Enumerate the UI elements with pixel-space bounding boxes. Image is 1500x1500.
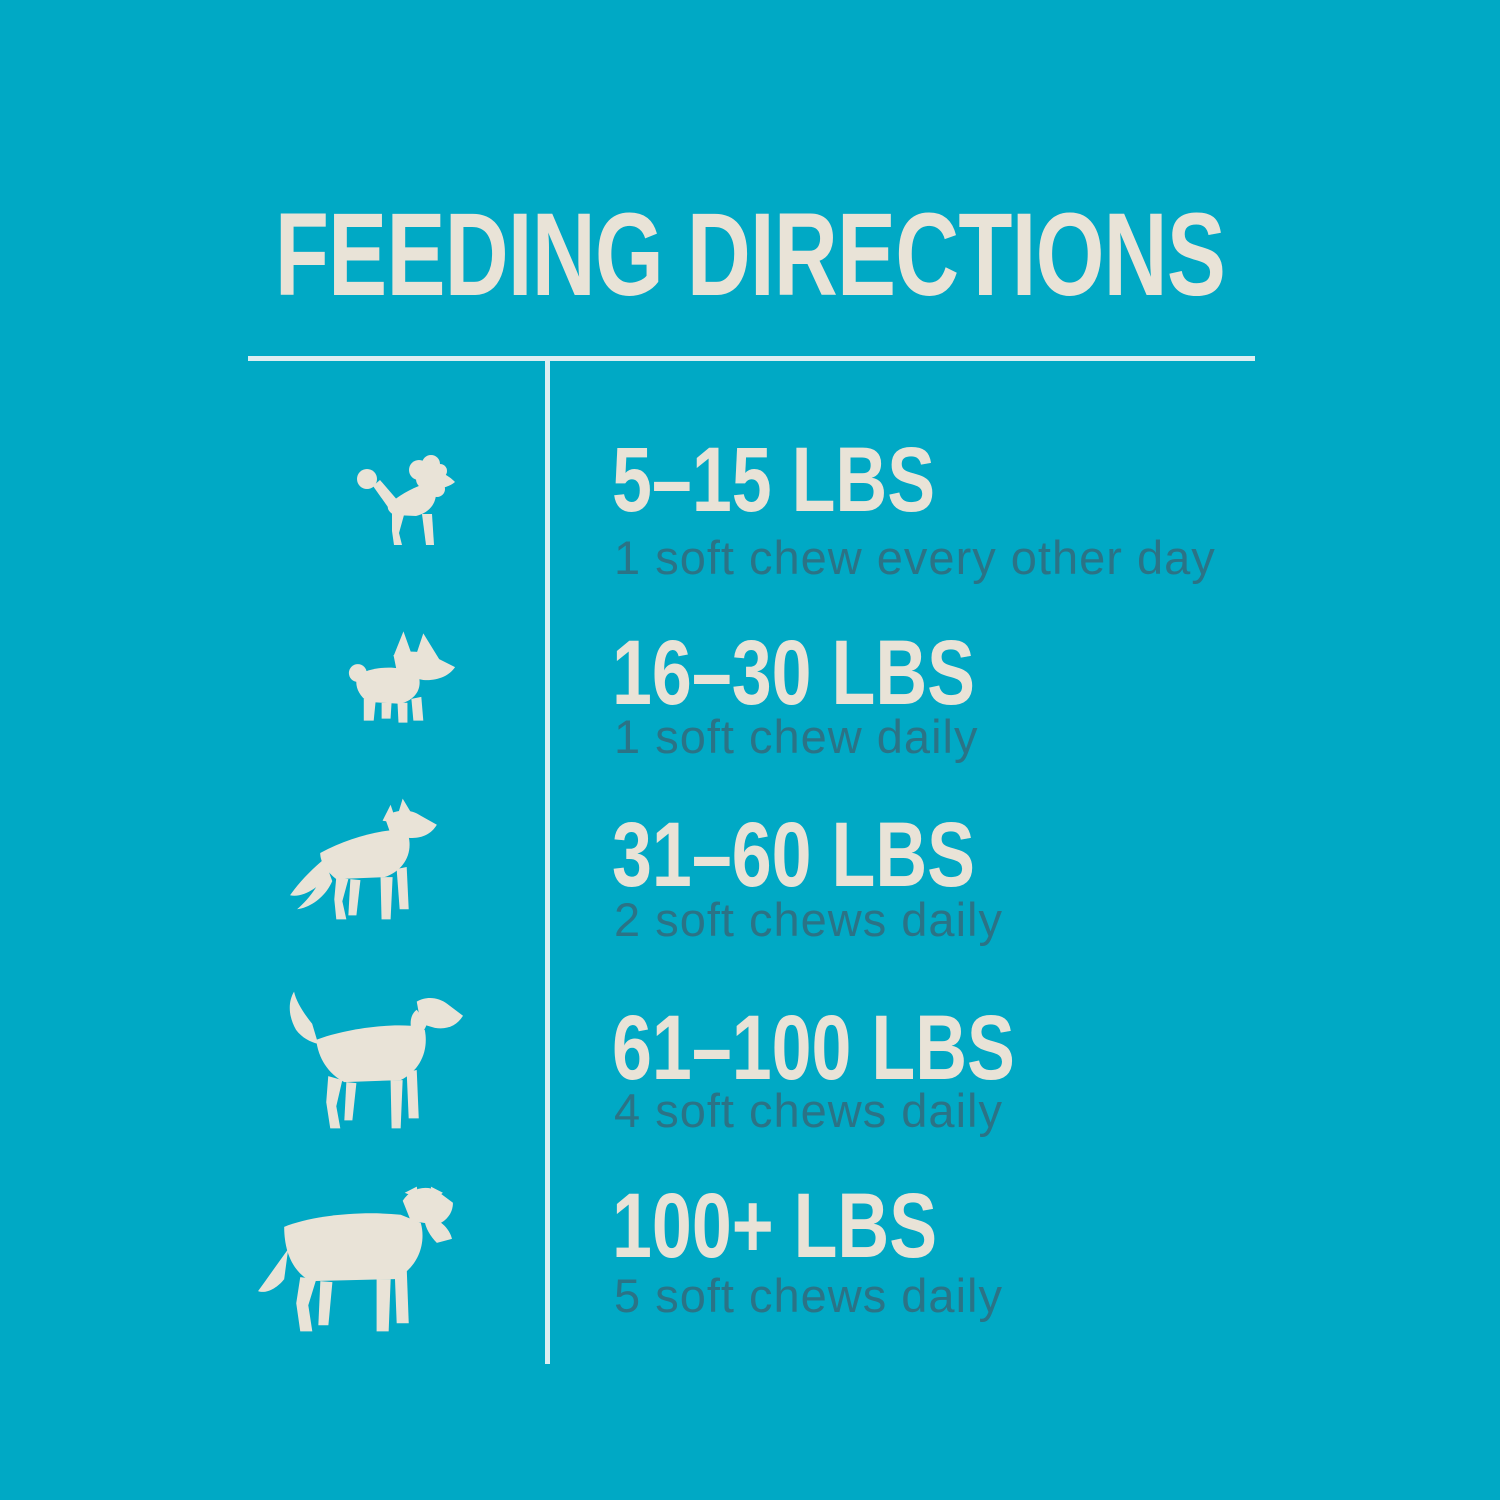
dosage-label: 1 soft chew every other day [614,531,1216,584]
weight-range-label: 31–60 LBS [612,804,976,906]
weight-range-label: 61–100 LBS [612,997,1015,1099]
weight-range-label: 100+ LBS [612,1175,938,1277]
dosage-label: 2 soft chews daily [614,893,1003,946]
toy-dog-poodle-icon [356,452,456,550]
dosage-label: 5 soft chews daily [614,1269,1003,1322]
vertical-divider [545,356,550,1364]
small-dog-corgi-icon [334,628,461,728]
dosage-label: 1 soft chew daily [614,710,979,763]
weight-range-label: 5–15 LBS [612,429,936,531]
page-title: FEEDING DIRECTIONS [274,189,1226,321]
large-dog-pointer-icon [284,988,465,1134]
weight-range-label: 16–30 LBS [612,622,976,724]
xlarge-dog-mastiff-icon [244,1178,465,1338]
dosage-label: 4 soft chews daily [614,1084,1003,1137]
medium-dog-collie-icon [284,796,461,924]
horizontal-divider [248,356,1255,361]
